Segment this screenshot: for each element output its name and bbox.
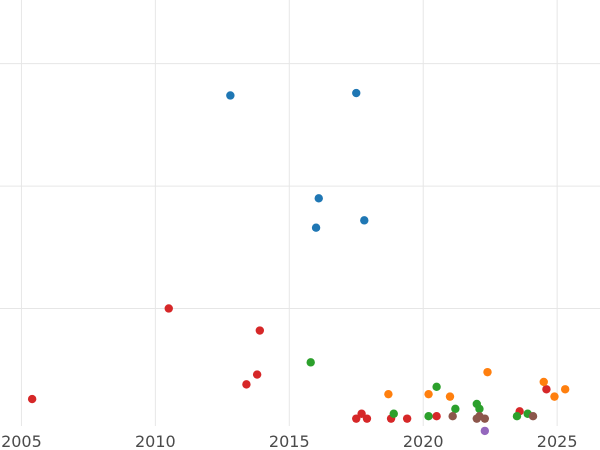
data-point [539,377,548,387]
data-point [384,389,393,399]
data-point [389,409,398,418]
data-point [255,326,265,335]
data-point [480,414,490,423]
data-point [226,91,235,100]
x-tick-label: 2010 [135,432,176,450]
data-point [560,385,570,394]
data-point [352,88,361,98]
data-points [27,88,570,436]
data-point [432,412,441,421]
data-point [357,409,366,418]
data-point [448,412,457,421]
data-point [550,392,559,401]
x-tick-label: 2005 [1,432,42,450]
x-tick-label: 2025 [537,432,578,450]
data-point [475,404,484,414]
x-tick-label: 2015 [269,432,310,450]
data-point [352,414,361,423]
data-point [528,412,538,421]
data-point [164,304,173,313]
data-point [306,358,315,367]
data-point [451,404,460,414]
data-point [27,394,37,404]
data-point [424,389,433,399]
data-point [512,412,522,421]
data-point [542,385,551,394]
data-point [445,392,455,401]
data-point [424,412,433,421]
x-axis-ticks: 2005 2010 2015 2020 2025 [1,432,577,450]
data-point [314,194,323,203]
grid-layer [0,0,600,426]
data-point [252,370,262,379]
data-point [360,216,369,225]
data-point [311,223,321,232]
data-point [362,414,372,423]
data-point [480,426,490,436]
x-tick-label: 2020 [403,432,444,450]
data-point [242,380,251,389]
data-point [483,367,492,377]
data-point [402,414,412,423]
data-point [432,382,441,392]
